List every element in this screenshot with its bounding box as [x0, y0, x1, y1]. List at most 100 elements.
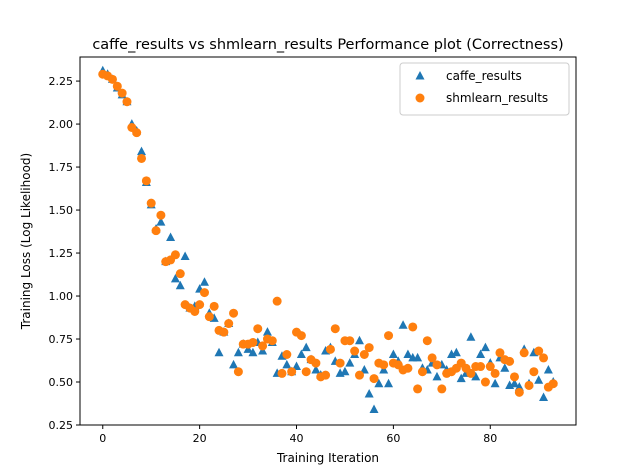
data-point-circle — [325, 344, 335, 354]
data-point-circle — [311, 358, 321, 368]
legend-label-shmlearn-results: shmlearn_results — [446, 91, 548, 105]
data-point-circle — [354, 370, 364, 380]
data-point-circle — [408, 322, 418, 332]
legend-label-caffe-results: caffe_results — [446, 69, 522, 83]
data-point-triangle — [403, 349, 413, 358]
data-point-circle — [175, 269, 185, 279]
data-point-circle — [146, 198, 156, 208]
data-point-triangle — [432, 371, 442, 381]
data-point-circle — [514, 387, 524, 397]
x-axis-label: Training Iteration — [276, 451, 379, 465]
y-tick-label: 2.00 — [49, 118, 74, 131]
legend-circle — [415, 93, 425, 103]
data-point-circle — [122, 97, 132, 107]
data-point-circle — [137, 153, 147, 163]
data-point-circle — [548, 379, 558, 389]
data-point-circle — [170, 250, 180, 260]
data-point-circle — [505, 356, 515, 366]
data-point-circle — [190, 307, 200, 317]
data-point-circle — [384, 331, 394, 341]
y-axis: 0.25 0.50 0.75 1.00 1.25 1.50 1.75 2.00 2.25 — [49, 75, 80, 432]
data-point-triangle — [301, 342, 311, 352]
data-point-circle — [132, 128, 142, 138]
data-point-triangle — [509, 378, 519, 388]
data-point-triangle — [199, 277, 209, 286]
data-point-triangle — [229, 359, 239, 369]
data-point-triangle — [534, 375, 544, 384]
data-point-circle — [524, 380, 534, 390]
data-point-circle — [233, 367, 243, 377]
y-tick-label: 1.00 — [49, 290, 74, 303]
data-point-triangle — [490, 378, 500, 388]
data-point-circle — [330, 324, 340, 334]
x-tick-label: 40 — [290, 432, 304, 445]
data-point-circle — [422, 336, 432, 346]
data-point-triangle — [384, 378, 394, 388]
data-points — [98, 65, 558, 414]
data-point-circle — [219, 327, 229, 337]
data-point-circle — [432, 360, 442, 370]
data-point-circle — [301, 367, 311, 377]
data-point-triangle — [369, 404, 379, 414]
legend-marker-caffe-results — [415, 71, 425, 80]
data-point-circle — [267, 336, 277, 346]
data-point-circle — [490, 368, 500, 378]
data-point-triangle — [170, 273, 180, 283]
data-point-circle — [117, 88, 127, 98]
plot-frame — [79, 56, 577, 426]
data-point-triangle — [340, 366, 350, 376]
data-point-circle — [519, 348, 529, 358]
data-point-circle — [224, 319, 234, 329]
data-point-triangle — [539, 392, 549, 401]
data-point-circle — [495, 348, 505, 358]
y-tick-label: 2.25 — [49, 75, 74, 88]
legend-triangle — [415, 71, 425, 80]
data-point-circle — [509, 372, 519, 382]
data-point-circle — [321, 370, 331, 380]
chart-title: caffe_results vs shmlearn_results Perfor… — [92, 37, 563, 53]
data-point-triangle — [476, 349, 486, 358]
data-point-circle — [485, 362, 495, 372]
legend: caffe_results shmlearn_results — [399, 62, 570, 116]
data-point-triangle — [398, 320, 408, 329]
data-point-triangle — [345, 358, 355, 367]
data-point-triangle — [180, 251, 190, 260]
data-point-triangle — [456, 373, 466, 383]
data-point-circle — [248, 337, 258, 347]
data-point-circle — [253, 324, 263, 334]
data-point-triangle — [466, 332, 476, 341]
y-axis-label: Training Loss (Log Likelihood) — [19, 153, 33, 330]
data-point-triangle — [137, 146, 147, 156]
data-point-circle — [258, 341, 268, 351]
data-point-circle — [539, 353, 549, 363]
y-tick-label: 0.75 — [49, 333, 74, 346]
data-point-circle — [403, 363, 413, 373]
data-point-triangle — [354, 335, 364, 345]
legend-marker-shmlearn-results — [415, 93, 425, 103]
data-point-triangle — [388, 349, 398, 358]
data-point-circle — [209, 301, 219, 311]
data-point-circle — [359, 349, 369, 359]
data-point-triangle — [311, 364, 321, 374]
y-tick-label: 1.25 — [49, 247, 74, 260]
data-point-triangle — [543, 364, 553, 374]
data-point-triangle — [262, 327, 272, 336]
data-point-triangle — [282, 359, 292, 369]
data-point-circle — [350, 346, 360, 356]
data-point-triangle — [214, 347, 224, 357]
data-point-circle — [296, 331, 306, 341]
data-point-triangle — [500, 363, 510, 372]
x-tick-label: 80 — [483, 432, 497, 445]
data-point-triangle — [156, 217, 166, 226]
data-point-circle — [112, 81, 122, 91]
data-point-circle — [369, 374, 379, 384]
data-point-circle — [417, 367, 427, 377]
data-point-circle — [476, 362, 486, 372]
x-tick-label: 0 — [99, 432, 106, 445]
legend-box — [399, 62, 570, 116]
y-tick-label: 0.25 — [49, 419, 74, 432]
data-point-triangle — [248, 347, 258, 357]
data-point-circle — [427, 353, 437, 363]
data-point-circle — [413, 384, 423, 394]
